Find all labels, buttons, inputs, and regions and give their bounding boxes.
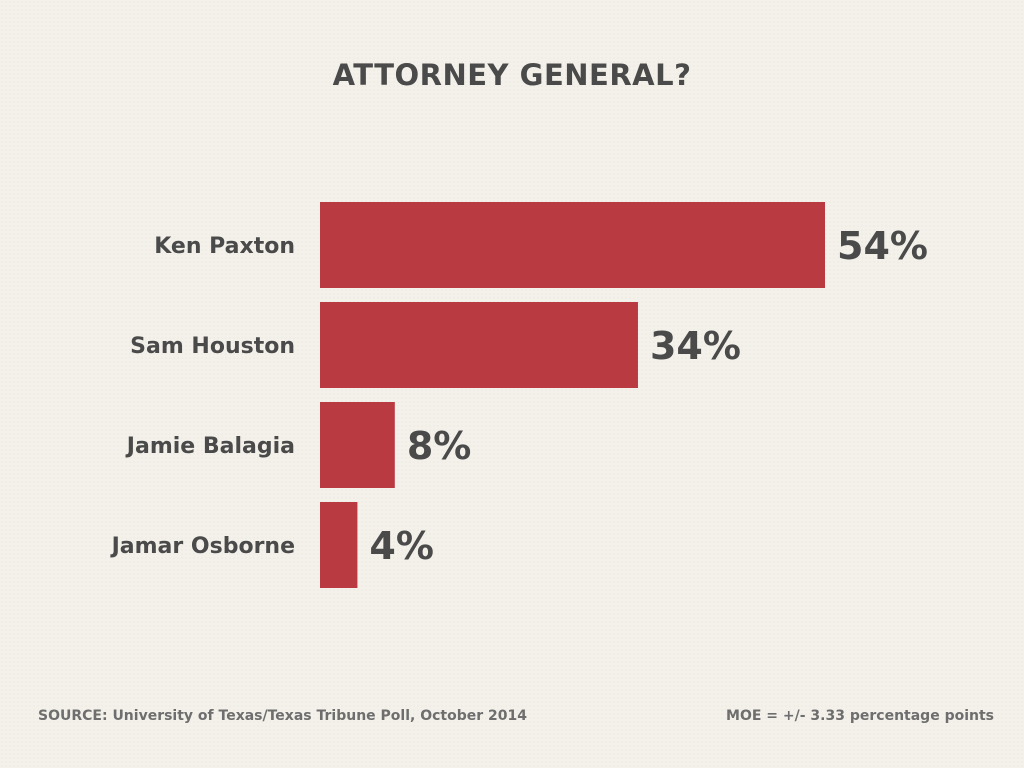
category-label-jamar-osborne: Jamar Osborne bbox=[110, 534, 295, 559]
category-label-sam-houston: Sam Houston bbox=[130, 334, 295, 359]
chart-title: ATTORNEY GENERAL? bbox=[332, 58, 692, 92]
bar-sam-houston bbox=[320, 302, 638, 388]
category-label-jamie-balagia: Jamie Balagia bbox=[125, 434, 295, 459]
bar-ken-paxton bbox=[320, 202, 825, 288]
value-label-sam-houston: 34% bbox=[650, 324, 741, 368]
value-label-jamie-balagia: 8% bbox=[407, 424, 472, 468]
value-label-ken-paxton: 54% bbox=[837, 224, 928, 268]
category-label-ken-paxton: Ken Paxton bbox=[154, 234, 295, 259]
moe-note: MOE = +/- 3.33 percentage points bbox=[726, 708, 994, 724]
bar-jamar-osborne bbox=[320, 502, 358, 588]
bar-jamie-balagia bbox=[320, 402, 395, 488]
value-label-jamar-osborne: 4% bbox=[369, 524, 434, 568]
source-note: SOURCE: University of Texas/Texas Tribun… bbox=[38, 708, 527, 724]
